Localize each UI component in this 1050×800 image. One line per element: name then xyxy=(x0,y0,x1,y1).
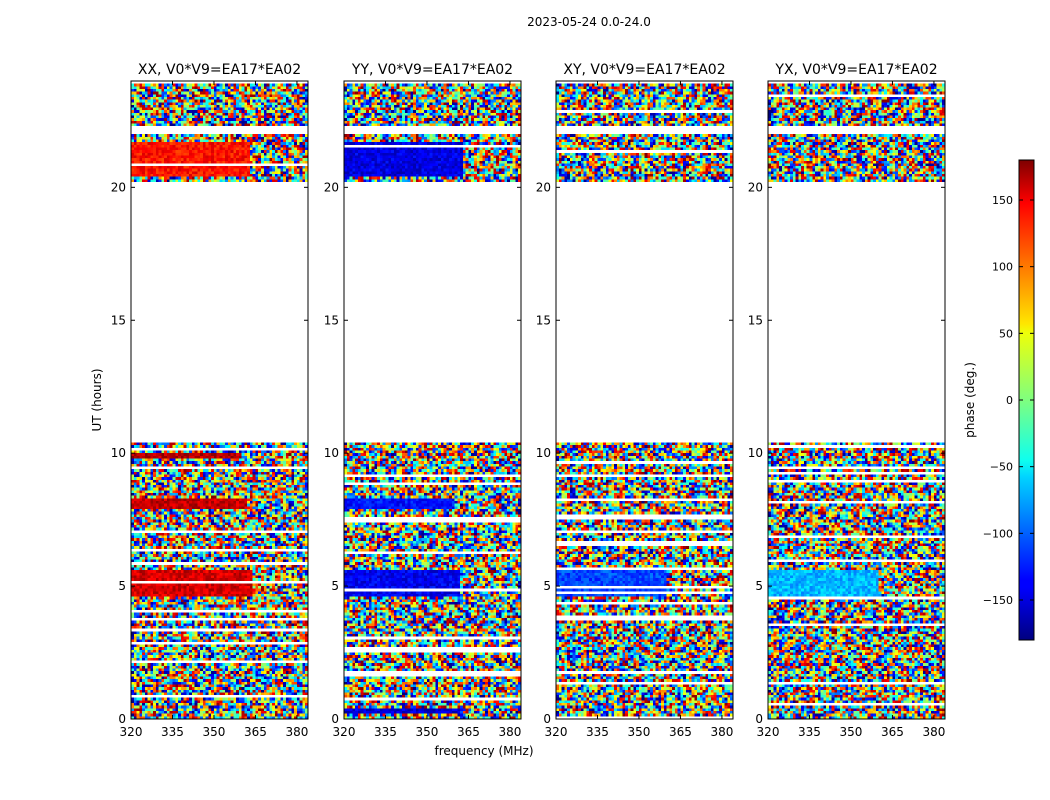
y-tick-label: 5 xyxy=(755,579,763,593)
y-tick-label: 15 xyxy=(536,313,551,327)
axes-frame xyxy=(767,80,946,720)
colorbar-tick-label: −150 xyxy=(983,594,1013,607)
x-tick-label: 380 xyxy=(710,725,733,739)
panel-xy: XY, V0*V9=EA17*EA02 320 335 350 365 380 0 5 10 15… xyxy=(536,62,734,739)
y-tick-label: 15 xyxy=(324,313,339,327)
y-tick-label: 5 xyxy=(118,579,126,593)
x-tick-label: 380 xyxy=(922,725,945,739)
x-tick-label: 350 xyxy=(203,725,226,739)
y-tick-label: 5 xyxy=(543,579,551,593)
x-tick-label: 335 xyxy=(374,725,397,739)
y-tick-label: 10 xyxy=(324,446,339,460)
y-tick-label: 20 xyxy=(111,180,126,194)
x-tick-label: 320 xyxy=(757,725,780,739)
y-tick-label: 15 xyxy=(111,313,126,327)
y-tick-label: 10 xyxy=(111,446,126,460)
colorbar-tick-label: −100 xyxy=(983,527,1013,540)
axes-frame xyxy=(130,80,309,720)
colorbar-ticks: 150 100 50 0 −50 −100 −150 xyxy=(983,194,1034,607)
axes-frame xyxy=(343,80,522,720)
x-tick-label: 365 xyxy=(669,725,692,739)
x-tick-label: 335 xyxy=(798,725,821,739)
panel-yx: YX, V0*V9=EA17*EA02 320 335 350 365 380 0 5 10 15… xyxy=(748,62,946,739)
y-tick-label: 0 xyxy=(543,712,551,726)
y-tick-label: 15 xyxy=(748,313,763,327)
x-tick-label: 335 xyxy=(586,725,609,739)
x-tick-label: 350 xyxy=(416,725,439,739)
y-tick-label: 0 xyxy=(118,712,126,726)
heatmap-xx xyxy=(131,81,308,719)
x-tick-label: 320 xyxy=(545,725,568,739)
y-tick-label: 20 xyxy=(748,180,763,194)
y-tick-label: 0 xyxy=(755,712,763,726)
panel-xx: XX, V0*V9=EA17*EA02 320 335 350 365 380 0 5 10 15… xyxy=(111,62,309,739)
colorbar-tick-label: −50 xyxy=(990,461,1013,474)
panel-title: YY, V0*V9=EA17*EA02 xyxy=(351,62,513,78)
panel-title: XX, V0*V9=EA17*EA02 xyxy=(138,62,301,78)
colorbar-tick-label: 100 xyxy=(992,261,1013,274)
y-tick-label: 10 xyxy=(536,446,551,460)
y-tick-label: 0 xyxy=(331,712,339,726)
panel-title: YX, V0*V9=EA17*EA02 xyxy=(774,62,937,78)
x-tick-label: 320 xyxy=(120,725,143,739)
heatmap-yx xyxy=(768,81,945,719)
heatmap-xy xyxy=(556,81,733,719)
x-tick-label: 335 xyxy=(161,725,184,739)
x-tick-label: 365 xyxy=(244,725,267,739)
x-tick-label: 380 xyxy=(285,725,308,739)
panel-yy: YY, V0*V9=EA17*EA02 320 335 350 365 380 0 5 10 15… xyxy=(324,62,522,739)
y-tick-label: 20 xyxy=(324,180,339,194)
x-tick-label: 380 xyxy=(498,725,521,739)
y-tick-label: 5 xyxy=(331,579,339,593)
x-tick-label: 365 xyxy=(881,725,904,739)
heatmap-yy xyxy=(344,81,521,719)
y-axis-label: UT (hours) xyxy=(90,368,104,431)
x-tick-label: 365 xyxy=(457,725,480,739)
panels: XX, V0*V9=EA17*EA02 320 335 350 365 380 0 5 10 15… xyxy=(111,62,946,739)
axes-frame xyxy=(555,80,734,720)
x-axis-label: frequency (MHz) xyxy=(434,744,533,758)
colorbar-tick-label: 0 xyxy=(1006,394,1013,407)
x-tick-label: 350 xyxy=(840,725,863,739)
colorbar: 150 100 50 0 −50 −100 −150 phase (deg.) xyxy=(963,159,1035,641)
x-tick-label: 320 xyxy=(333,725,356,739)
y-tick-label: 10 xyxy=(748,446,763,460)
figure-suptitle: 2023-05-24 0.0-24.0 xyxy=(527,15,651,29)
colorbar-label: phase (deg.) xyxy=(963,362,977,438)
colorbar-tick-label: 150 xyxy=(992,194,1013,207)
colorbar-tick-label: 50 xyxy=(999,327,1013,340)
x-tick-label: 350 xyxy=(628,725,651,739)
panel-title: XY, V0*V9=EA17*EA02 xyxy=(563,62,725,78)
y-tick-label: 20 xyxy=(536,180,551,194)
